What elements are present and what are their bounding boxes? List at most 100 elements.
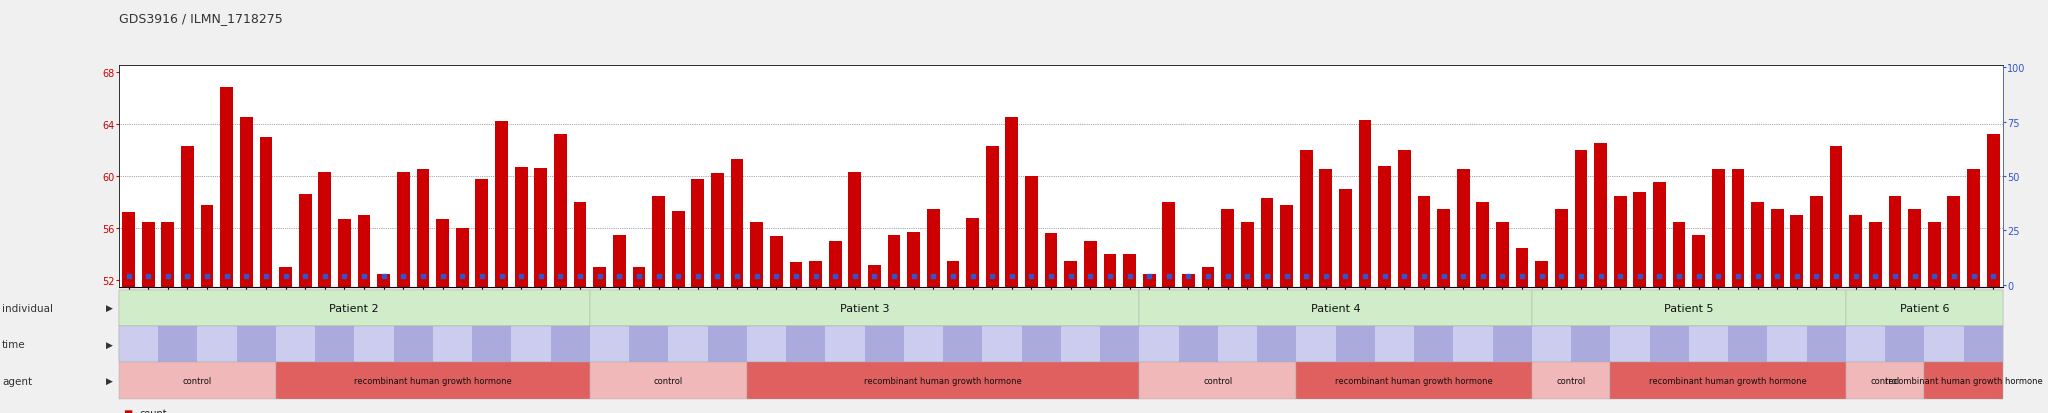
Bar <box>868 265 881 287</box>
Bar <box>1888 196 1901 287</box>
Bar <box>1083 242 1096 287</box>
Bar <box>594 268 606 287</box>
Bar <box>573 202 586 287</box>
Bar <box>967 218 979 287</box>
Text: recombinant human growth hormone: recombinant human growth hormone <box>1884 376 2042 385</box>
Bar <box>1712 170 1724 287</box>
Bar <box>180 147 195 287</box>
Bar <box>1104 254 1116 287</box>
Text: ▶: ▶ <box>106 376 113 385</box>
Bar <box>692 179 705 287</box>
Text: control: control <box>1204 376 1233 385</box>
Bar <box>1909 209 1921 287</box>
Bar <box>475 179 487 287</box>
Bar <box>946 261 958 287</box>
Text: recombinant human growth hormone: recombinant human growth hormone <box>864 376 1022 385</box>
Bar <box>1280 205 1292 287</box>
Bar <box>1202 268 1214 287</box>
Text: ▶: ▶ <box>106 304 113 313</box>
Text: Patient 5: Patient 5 <box>1665 303 1714 313</box>
Bar <box>928 209 940 287</box>
Text: control: control <box>1556 376 1585 385</box>
Bar <box>1163 202 1176 287</box>
Bar <box>514 167 528 287</box>
Bar <box>1849 216 1862 287</box>
Bar <box>1829 147 1843 287</box>
Text: Patient 3: Patient 3 <box>840 303 889 313</box>
Bar <box>887 235 901 287</box>
Text: ■: ■ <box>123 408 133 413</box>
Bar <box>1987 135 1999 287</box>
Bar <box>907 233 920 287</box>
Bar <box>221 88 233 287</box>
Bar <box>791 262 803 287</box>
Text: recombinant human growth hormone: recombinant human growth hormone <box>354 376 512 385</box>
Bar <box>358 216 371 287</box>
Text: count: count <box>139 408 166 413</box>
Bar <box>1536 261 1548 287</box>
Bar <box>1593 144 1608 287</box>
Bar <box>1870 222 1882 287</box>
Bar <box>260 138 272 287</box>
Bar <box>1927 222 1942 287</box>
Bar <box>279 268 293 287</box>
Bar <box>1790 216 1802 287</box>
Bar <box>1241 222 1253 287</box>
Bar <box>1516 248 1528 287</box>
Bar <box>1300 151 1313 287</box>
Text: recombinant human growth hormone: recombinant human growth hormone <box>1649 376 1806 385</box>
Bar <box>672 211 684 287</box>
Bar <box>770 236 782 287</box>
Bar <box>457 228 469 287</box>
Bar <box>1122 254 1137 287</box>
Bar <box>162 222 174 287</box>
Bar <box>1810 196 1823 287</box>
Bar <box>1417 196 1430 287</box>
Bar <box>1399 151 1411 287</box>
Bar <box>633 268 645 287</box>
Bar <box>397 173 410 287</box>
Bar <box>651 196 666 287</box>
Bar <box>1751 202 1763 287</box>
Bar <box>436 219 449 287</box>
Text: control: control <box>182 376 211 385</box>
Text: recombinant human growth hormone: recombinant human growth hormone <box>1335 376 1493 385</box>
Text: time: time <box>2 339 27 349</box>
Bar <box>201 205 213 287</box>
Bar <box>1968 170 1980 287</box>
Bar <box>731 160 743 287</box>
Text: Patient 6: Patient 6 <box>1901 303 1950 313</box>
Bar <box>809 261 821 287</box>
Bar <box>1182 274 1194 287</box>
Bar <box>319 173 332 287</box>
Bar <box>1065 261 1077 287</box>
Bar <box>1221 209 1235 287</box>
Bar <box>1673 222 1686 287</box>
Bar <box>711 174 723 287</box>
Bar <box>299 195 311 287</box>
Bar <box>848 173 860 287</box>
Text: Patient 2: Patient 2 <box>330 303 379 313</box>
Bar <box>829 242 842 287</box>
Text: Patient 4: Patient 4 <box>1311 303 1360 313</box>
Bar <box>1006 118 1018 287</box>
Bar <box>1026 177 1038 287</box>
Bar <box>1653 183 1665 287</box>
Bar <box>555 135 567 287</box>
Bar <box>535 169 547 287</box>
Text: GDS3916 / ILMN_1718275: GDS3916 / ILMN_1718275 <box>119 12 283 25</box>
Bar <box>612 235 625 287</box>
Bar <box>1143 274 1155 287</box>
Text: control: control <box>653 376 682 385</box>
Bar <box>1438 209 1450 287</box>
Bar <box>1575 151 1587 287</box>
Text: agent: agent <box>2 376 33 386</box>
Bar <box>141 222 154 287</box>
Bar <box>377 274 389 287</box>
Bar <box>1044 234 1057 287</box>
Bar <box>1456 170 1470 287</box>
Bar <box>1772 209 1784 287</box>
Bar <box>416 170 430 287</box>
Bar <box>496 122 508 287</box>
Bar <box>1262 199 1274 287</box>
